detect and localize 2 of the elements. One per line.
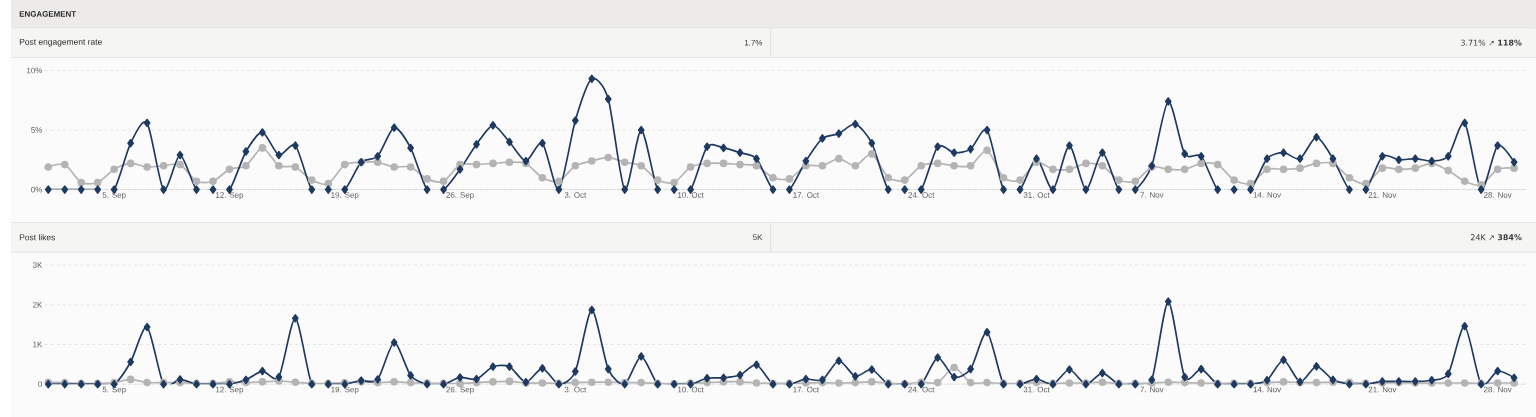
chart-title: Post likes <box>19 234 55 241</box>
chart-title: Post engagement rate <box>19 38 102 47</box>
